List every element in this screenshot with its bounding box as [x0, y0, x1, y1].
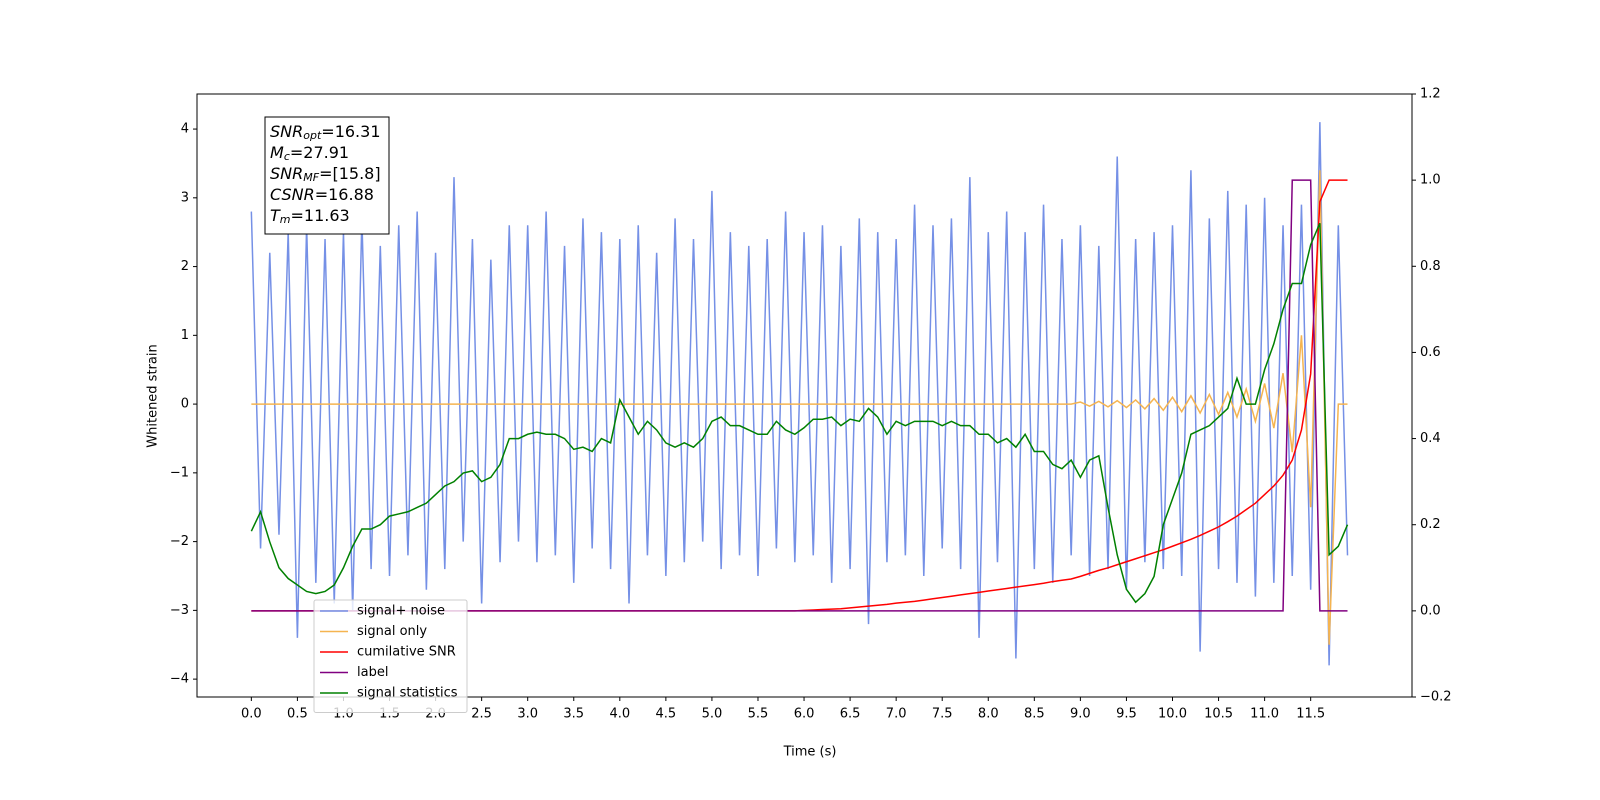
annotation-symbol: CSNR [270, 185, 315, 204]
annotation-subscript: opt [303, 129, 322, 142]
legend-frame [313, 599, 468, 713]
x-tick-label: 4.0 [609, 707, 630, 722]
legend-label: cumilative SNR [357, 645, 456, 660]
annotation-subscript: MF [303, 171, 319, 184]
x-tick-label: 5.0 [702, 707, 723, 722]
x-tick-label: 3.5 [563, 707, 584, 722]
annotation-box: SNRopt=16.31Mc=27.91SNRMF=[15.8]CSNR=16.… [264, 116, 390, 235]
annotation-text: SNRopt=16.31 [270, 122, 381, 143]
x-tick-label: 6.5 [840, 707, 861, 722]
x-tick-label: 8.0 [978, 707, 999, 722]
annotation-symbol: SNR [270, 122, 303, 141]
x-tick-label: 0.0 [241, 707, 262, 722]
annotation-text: SNRMF=[15.8] [270, 164, 381, 185]
y-tick-label: −1 [170, 465, 189, 480]
annotation-frame [264, 116, 390, 235]
annotation-subscript: c [284, 150, 290, 163]
y2-tick-label: 0.2 [1420, 517, 1441, 532]
x-tick-label: 11.0 [1250, 707, 1279, 722]
x-tick-label: 7.0 [886, 707, 907, 722]
x-tick-label: 5.5 [748, 707, 769, 722]
x-tick-label: 10.0 [1158, 707, 1187, 722]
annotation-value: =27.91 [290, 143, 349, 162]
y-tick-label: −3 [170, 603, 189, 618]
x-tick-label: 9.0 [1070, 707, 1091, 722]
legend-label: signal+ noise [357, 604, 445, 619]
x-tick-label: 4.5 [656, 707, 677, 722]
annotation-text: Mc=27.91 [270, 143, 349, 164]
series-line [250, 222, 1349, 604]
y-tick-label: 1 [181, 328, 189, 343]
annotation-subscript: m [280, 213, 291, 226]
annotation-symbol: T [270, 206, 281, 225]
annotation-value: =[15.8] [319, 164, 381, 183]
annotation-text: Tm=11.63 [270, 206, 350, 227]
legend-label: signal statistics [357, 686, 458, 701]
annotation-value: =11.63 [291, 206, 350, 225]
legend-label: signal only [357, 624, 427, 639]
legend-label: label [357, 665, 388, 680]
x-tick-label: 11.5 [1296, 707, 1325, 722]
y2-tick-label: 0.6 [1420, 345, 1441, 360]
series-line [251, 170, 1348, 645]
y2-tick-label: 0.0 [1420, 603, 1441, 618]
y-axis-label: Whitened strain [146, 344, 161, 447]
annotation-symbol: M [270, 143, 284, 162]
legend: signal+ noise signal only cumilative SNR la… [313, 599, 468, 713]
annotation-text: CSNR=16.88 [270, 185, 374, 204]
series-line [250, 122, 1349, 666]
y-tick-label: 2 [181, 259, 189, 274]
x-tick-label: 10.5 [1204, 707, 1233, 722]
y-tick-label: 3 [181, 190, 189, 205]
x-axis-label: Time (s) [783, 745, 837, 760]
y-tick-label: 4 [181, 122, 189, 137]
x-tick-label: 0.5 [287, 707, 308, 722]
y-tick-label: −2 [170, 534, 189, 549]
x-tick-label: 7.5 [932, 707, 953, 722]
annotation-symbol: SNR [270, 164, 303, 183]
annotation-value: =16.31 [321, 122, 380, 141]
y-tick-label: 0 [181, 397, 189, 412]
x-tick-label: 2.5 [471, 707, 492, 722]
x-tick-label: 8.5 [1024, 707, 1045, 722]
y-tick-label: −4 [170, 672, 189, 687]
y2-tick-label: −0.2 [1420, 690, 1452, 705]
y2-tick-label: 0.8 [1420, 259, 1441, 274]
x-tick-label: 6.0 [794, 707, 815, 722]
y2-tick-label: 0.4 [1420, 431, 1441, 446]
y2-tick-label: 1.2 [1420, 87, 1441, 102]
y2-tick-label: 1.0 [1420, 173, 1441, 188]
x-tick-label: 9.5 [1116, 707, 1137, 722]
x-tick-label: 3.0 [517, 707, 538, 722]
annotation-value: =16.88 [315, 185, 374, 204]
